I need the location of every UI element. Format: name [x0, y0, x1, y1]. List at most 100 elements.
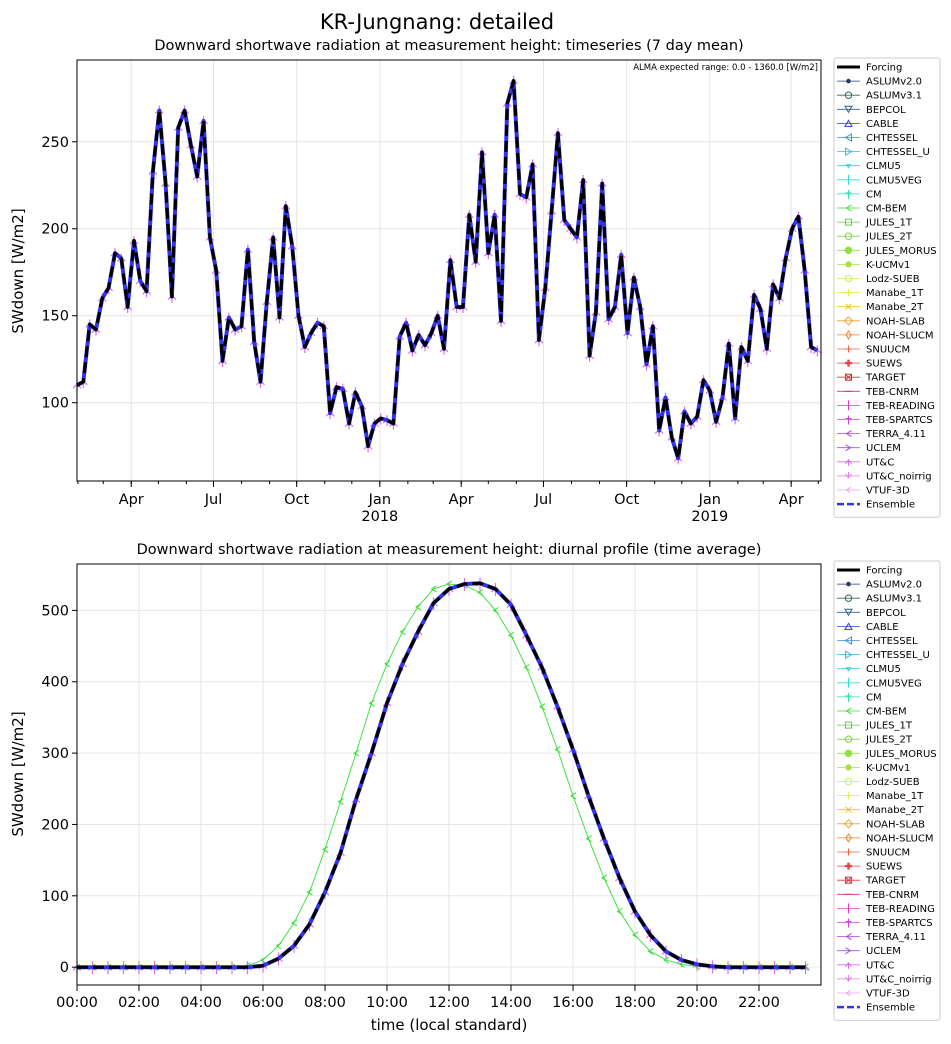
legend-entry-label: Manabe_1T [866, 288, 924, 299]
legend-entry-label: CM-BEM [866, 707, 907, 718]
legend-entry-label: CHTESSEL_U [866, 147, 930, 158]
legend-entry-label: TARGET [865, 373, 906, 384]
dp-cm-bem-marker [477, 589, 484, 596]
ts-series-forcing [76, 79, 819, 460]
legend-marker-icon [846, 78, 851, 84]
legend-entry-label: Manabe_2T [866, 302, 924, 313]
dp-cm-bem-marker [275, 942, 282, 950]
legend-entry-label: CLMU5 [866, 664, 901, 675]
legend-entry-label: NOAH-SLUCM [866, 833, 934, 844]
legend-entry-label: NOAH-SLAB [866, 819, 925, 830]
dp-ytick-label: 200 [41, 817, 69, 833]
diurnal-xlabel: time (local standard) [371, 1016, 528, 1034]
legend-marker-icon [844, 246, 853, 255]
legend-marker-icon [845, 486, 853, 494]
dp-cm-bem-marker [260, 956, 267, 964]
dp-ytick-label: 400 [41, 675, 69, 691]
dp-cm-bem-marker [647, 948, 654, 955]
timeseries-range-note: ALMA expected range: 0.0 - 1360.0 [W/m2] [633, 63, 818, 73]
timeseries-series [72, 75, 822, 465]
legend-marker-icon [845, 862, 852, 870]
timeseries-ylabel: SWdown [W/m2] [9, 208, 27, 333]
legend-entry-label: VTUF-3D [866, 989, 910, 1000]
dp-xtick-label: 22:00 [738, 995, 780, 1011]
legend-marker-icon [844, 119, 853, 127]
ts-xtick-label: Jul [204, 492, 223, 508]
legend-entry-label: CHTESSEL_U [866, 650, 930, 661]
timeseries-chart: Downward shortwave radiation at measurem… [9, 38, 822, 525]
legend-entry-label: Lodz-SUEB [866, 777, 920, 788]
figure-title: KR-Jungnang: detailed [320, 10, 554, 34]
dp-cm-bem-marker [554, 746, 561, 753]
legend-marker-icon [844, 91, 853, 99]
legend-entry-label: UCLEM [866, 443, 901, 454]
legend-entry-label: ASLUMv3.1 [866, 91, 922, 102]
legend-entry-label: JULES_2T [865, 232, 913, 243]
dp-ytick-label: 300 [41, 746, 69, 762]
dp-cm-bem-marker [399, 628, 406, 636]
legend-marker-icon [844, 636, 852, 645]
legend-entry-label: ASLUMv2.0 [866, 77, 922, 88]
legend-marker-icon [844, 622, 853, 630]
dp-cm-bem-marker [368, 699, 375, 707]
legend-marker-icon [845, 876, 852, 884]
legend-marker-icon [845, 947, 852, 955]
dp-cm-bem-marker [492, 606, 499, 614]
legend-entry-label: K-UCMv1 [866, 763, 910, 774]
legend-marker-icon [845, 989, 853, 997]
legend-marker-icon [843, 819, 854, 829]
legend-entry-label: TEB-READING [865, 904, 935, 915]
legend-entry-label: UT&C [866, 457, 894, 468]
legend-marker-icon [845, 261, 852, 268]
legend-marker-icon [845, 918, 852, 928]
dp-cm-bem-marker [601, 874, 608, 882]
legend-entry-label: SUEWS [866, 359, 902, 370]
legend-marker-icon [845, 876, 852, 884]
legend-marker-icon [844, 735, 853, 743]
dp-xtick-label: 14:00 [490, 995, 532, 1011]
dp-cm-bem-marker [306, 888, 313, 896]
ts-xtick-label: Apr [779, 492, 804, 508]
timeseries-legend: Forcing ASLUMv2.0 ASLUMv3.1 BEPCOL CABLE CHTE… [833, 57, 941, 518]
legend-marker-icon [845, 692, 852, 702]
legend-entry-label: JULES_MORUS [865, 749, 937, 760]
legend-entry-label: TEB-READING [865, 401, 935, 412]
dp-cm-bem-marker [539, 703, 546, 711]
diurnal-title: Downward shortwave radiation at measurem… [137, 542, 762, 558]
legend-marker-icon [845, 792, 852, 800]
legend-entry-label: Ensemble [866, 500, 915, 511]
legend-marker-icon [845, 303, 852, 311]
legend-marker-icon [844, 105, 853, 114]
legend-marker-icon [845, 164, 852, 169]
dp-cm-bem-marker [291, 919, 298, 927]
legend-marker-icon [845, 204, 852, 212]
legend-entry-label: NOAH-SLAB [866, 316, 925, 327]
legend-entry-label: Manabe_2T [866, 805, 924, 816]
legend-entry-label: Forcing [866, 63, 902, 74]
legend-entry-label: SNUUCM [866, 848, 910, 859]
legend-marker-icon [845, 806, 852, 814]
legend-marker-icon [844, 133, 852, 142]
legend-marker-icon [844, 608, 853, 617]
dp-series-cm-bem [77, 583, 806, 968]
legend-entry-label: UT&C_noirrig [866, 471, 932, 482]
legend-marker-icon [845, 721, 852, 729]
ts-xtick-year: 2019 [691, 509, 728, 525]
dp-xtick-label: 18:00 [614, 995, 656, 1011]
ts-ytick-label: 150 [41, 309, 69, 325]
legend-marker-icon [845, 189, 852, 199]
dp-xtick-label: 00:00 [56, 995, 98, 1011]
legend-entry-label: TEB-CNRM [865, 890, 919, 901]
legend-marker-icon [845, 650, 853, 659]
ts-xtick-label: Oct [284, 492, 309, 508]
legend-marker-icon [845, 430, 852, 438]
legend-marker-icon [845, 961, 852, 969]
legend-entry-label: BEPCOL [866, 608, 906, 619]
timeseries-title: Downward shortwave radiation at measurem… [154, 38, 743, 54]
dp-cm-bem-marker [663, 956, 670, 964]
legend-entry-label: JULES_MORUS [865, 246, 937, 257]
legend-marker-icon [845, 289, 852, 297]
diurnal-legend: Forcing ASLUMv2.0 ASLUMv3.1 BEPCOL CABLE CHTE… [833, 560, 941, 1021]
legend-marker-icon [845, 458, 852, 466]
